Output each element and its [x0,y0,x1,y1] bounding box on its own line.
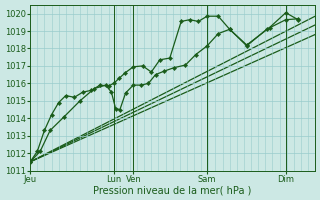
X-axis label: Pression niveau de la mer( hPa ): Pression niveau de la mer( hPa ) [93,185,252,195]
